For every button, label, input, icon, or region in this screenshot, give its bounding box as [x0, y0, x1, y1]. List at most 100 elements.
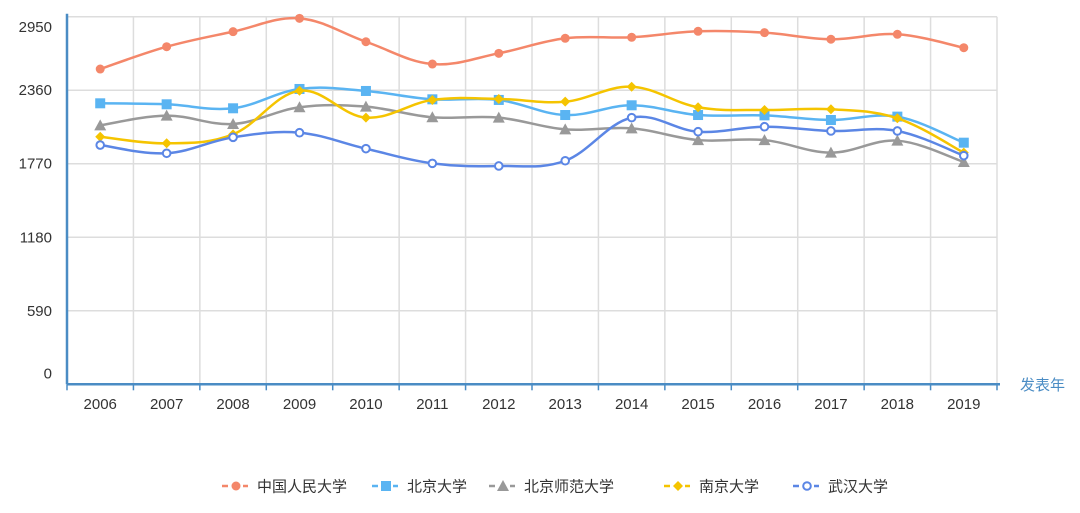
data-point: [560, 96, 571, 107]
legend-item[interactable]: 中国人民大学: [222, 478, 347, 496]
data-point: [692, 134, 705, 146]
diamond-icon: [673, 481, 683, 491]
x-axis-label: 发表年: [1020, 376, 1065, 394]
data-point: [693, 102, 704, 113]
x-tick-label: 2014: [615, 396, 648, 413]
x-tick-label: 2019: [947, 396, 980, 413]
series-line: [100, 86, 965, 144]
data-point: [161, 148, 172, 159]
series-3: [95, 81, 969, 158]
grid: [67, 15, 998, 385]
data-point: [826, 126, 836, 136]
data-point: [360, 112, 371, 123]
data-point: [426, 111, 439, 123]
legend-item[interactable]: 南京大学: [664, 478, 759, 496]
y-tick-label: 1770: [19, 156, 52, 173]
x-tick-label: 2018: [881, 396, 914, 413]
series-line: [99, 16, 965, 71]
x-tick-label: 2009: [283, 396, 316, 413]
legend-label: 南京大学: [699, 478, 759, 496]
data-point: [161, 99, 172, 110]
data-point: [95, 131, 106, 142]
data-point: [492, 111, 505, 123]
data-point: [759, 121, 770, 132]
data-point: [227, 117, 240, 129]
legend-label: 北京大学: [407, 478, 467, 496]
data-point: [560, 110, 571, 121]
x-tick-label: 2016: [748, 396, 781, 413]
data-point: [826, 34, 836, 44]
x-tick-label: 2011: [416, 396, 448, 413]
data-point: [427, 94, 438, 105]
data-point: [959, 43, 969, 53]
data-point: [359, 100, 372, 112]
data-point: [94, 119, 107, 131]
x-tick-label: 2007: [150, 396, 183, 413]
legend-label: 北京师范大学: [524, 478, 614, 496]
square-icon: [381, 481, 391, 491]
data-point: [361, 37, 371, 47]
data-point: [825, 115, 836, 126]
y-tick-label: 1180: [20, 229, 52, 246]
data-point: [892, 29, 902, 39]
series-4: [95, 112, 969, 171]
data-point: [560, 33, 570, 43]
legend-label: 中国人民大学: [257, 478, 347, 496]
legend-label: 武汉大学: [828, 478, 888, 496]
data-point: [958, 150, 969, 161]
series-0: [95, 13, 969, 74]
series-line: [100, 85, 965, 154]
data-point: [758, 134, 771, 146]
data-point: [693, 110, 704, 121]
series-2: [94, 100, 970, 167]
data-point: [95, 64, 105, 74]
legend-item[interactable]: 北京师范大学: [489, 478, 614, 496]
data-point: [760, 28, 769, 38]
x-tick-label: 2008: [216, 396, 249, 413]
data-point: [560, 155, 571, 166]
x-tick-label: 2013: [549, 396, 582, 413]
x-tick-label: 2010: [349, 396, 382, 413]
y-tick-label: 590: [27, 303, 52, 320]
data-point: [559, 123, 572, 135]
triangle-icon: [497, 480, 509, 491]
data-point: [958, 137, 969, 148]
data-point: [494, 48, 504, 58]
data-point: [95, 140, 106, 150]
empty-circle-icon: [802, 481, 812, 491]
data-point: [161, 138, 172, 149]
data-point: [626, 112, 637, 123]
legend[interactable]: 中国人民大学 北京大学 北京师范大学 南京大学 武汉大学: [222, 478, 888, 496]
data-point: [228, 132, 238, 143]
data-point: [360, 85, 371, 96]
x-tick-label: 2017: [814, 396, 847, 413]
data-point: [693, 26, 703, 36]
data-point: [626, 100, 637, 111]
data-point: [228, 27, 238, 37]
y-axis: 0 590 1180 1770 2360 2950: [19, 13, 69, 385]
data-point: [295, 13, 304, 23]
data-point: [825, 104, 836, 115]
data-point: [892, 113, 903, 124]
x-axis: 2006 2007 2008 2009 2010 2011 2012 2013 2014 2015…: [66, 383, 1000, 413]
data-point: [626, 81, 637, 92]
data-point: [957, 155, 970, 167]
data-point: [892, 126, 903, 136]
legend-item[interactable]: 北京大学: [372, 478, 467, 496]
data-point: [162, 42, 172, 52]
data-point: [625, 122, 638, 134]
series-line: [100, 115, 965, 168]
data-point: [294, 85, 305, 96]
data-point: [294, 127, 305, 138]
x-tick-label: 2012: [482, 396, 515, 413]
data-point: [427, 158, 438, 169]
data-point: [493, 93, 504, 104]
x-tick-label: 2015: [681, 396, 714, 413]
data-point: [228, 103, 239, 114]
x-tick-label: 2006: [84, 396, 117, 413]
series-layer: [94, 13, 970, 171]
y-tick-label: 2950: [19, 19, 52, 36]
data-point: [493, 161, 504, 171]
legend-item[interactable]: 武汉大学: [793, 478, 888, 496]
